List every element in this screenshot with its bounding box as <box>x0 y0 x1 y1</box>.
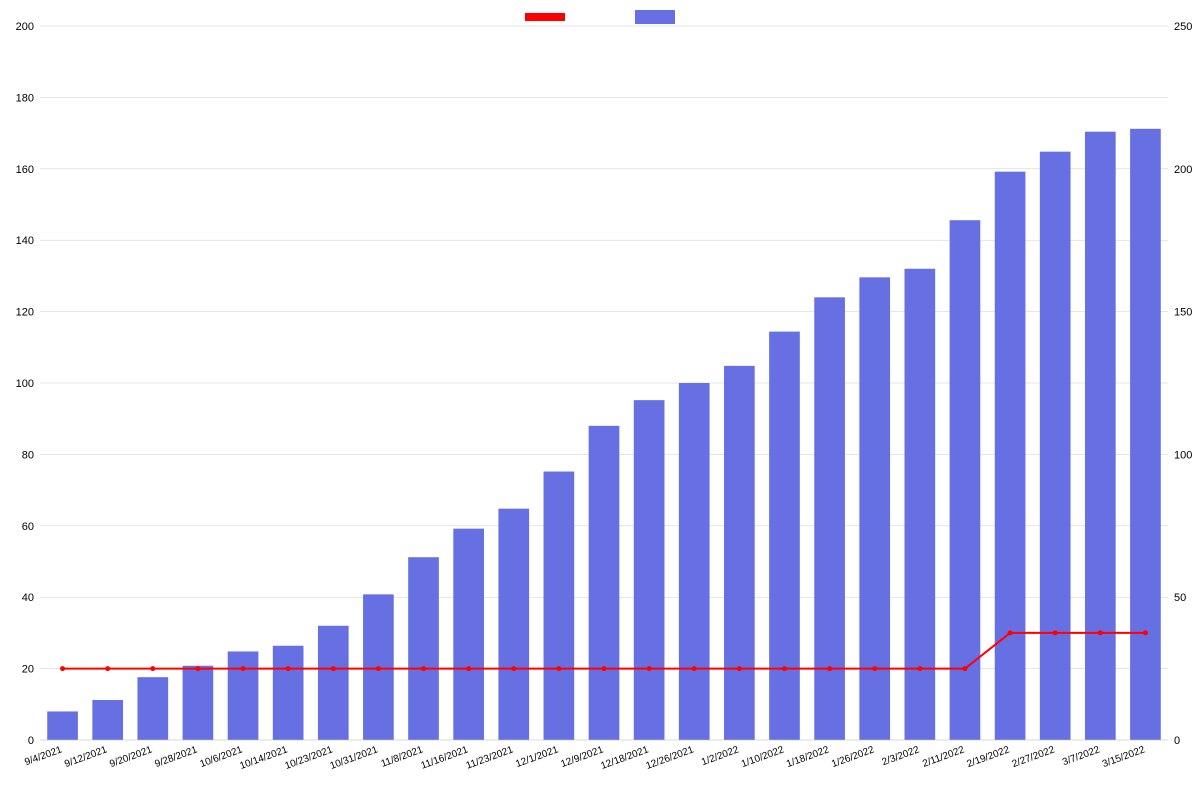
line-marker <box>150 666 155 671</box>
bar <box>453 529 484 740</box>
bar <box>498 509 529 740</box>
y-left-tick-label: 120 <box>16 307 34 319</box>
bar <box>273 646 304 740</box>
line-marker <box>241 666 246 671</box>
bar <box>318 626 349 740</box>
line-marker <box>1098 630 1103 635</box>
x-tick-label: 10/23/2021 <box>284 744 335 772</box>
line-marker <box>1143 630 1148 635</box>
y-left-tick-label: 180 <box>16 92 34 104</box>
y-left-tick-label: 80 <box>22 449 34 461</box>
bar <box>408 557 439 740</box>
bar <box>544 472 575 740</box>
x-tick-label: 10/6/2021 <box>198 744 244 770</box>
x-tick-label: 12/1/2021 <box>514 744 560 770</box>
y-right-tick-label: 250 <box>1174 21 1192 33</box>
line-marker <box>962 666 967 671</box>
line-marker <box>466 666 471 671</box>
x-tick-label: 2/11/2022 <box>921 744 966 769</box>
x-tick-label: 1/26/2022 <box>830 744 876 770</box>
y-left-tick-label: 0 <box>28 735 34 747</box>
bar <box>1085 132 1116 740</box>
line-marker <box>60 666 65 671</box>
y-right-tick-label: 100 <box>1174 449 1192 461</box>
x-tick-label: 1/10/2022 <box>740 744 786 770</box>
line-marker <box>692 666 697 671</box>
x-tick-label: 3/7/2022 <box>1061 744 1102 768</box>
y-left-tick-label: 200 <box>16 21 34 33</box>
line-marker <box>286 666 291 671</box>
y-right-tick-label: 0 <box>1174 735 1180 747</box>
bar <box>814 297 845 740</box>
bar <box>950 220 981 740</box>
x-tick-label: 9/4/2021 <box>23 744 64 768</box>
y-right-tick-label: 150 <box>1174 307 1192 319</box>
bar <box>228 651 259 740</box>
line-marker <box>602 666 607 671</box>
bar <box>724 366 755 740</box>
legend-swatch-bar <box>635 10 675 24</box>
line-marker <box>511 666 516 671</box>
x-tick-label: 10/14/2021 <box>238 744 289 772</box>
x-tick-label: 12/18/2021 <box>599 744 650 772</box>
line-marker <box>782 666 787 671</box>
x-tick-label: 11/16/2021 <box>420 744 471 771</box>
y-right-tick-label: 200 <box>1174 164 1192 176</box>
y-left-tick-label: 20 <box>22 664 34 676</box>
legend-swatch-line <box>525 13 565 21</box>
y-left-tick-label: 40 <box>22 592 34 604</box>
line-marker <box>421 666 426 671</box>
line-marker <box>105 666 110 671</box>
bar <box>589 426 620 740</box>
x-tick-label: 1/2/2022 <box>700 744 741 768</box>
bar <box>1040 152 1071 740</box>
x-tick-label: 2/27/2022 <box>1011 744 1057 770</box>
line-marker <box>195 666 200 671</box>
line-marker <box>556 666 561 671</box>
bar <box>679 383 710 740</box>
bar <box>634 400 665 740</box>
line-marker <box>872 666 877 671</box>
bar <box>137 677 168 740</box>
line-marker <box>1053 630 1058 635</box>
bar <box>183 666 214 740</box>
y-left-tick-label: 60 <box>22 521 34 533</box>
y-left-tick-label: 160 <box>16 164 34 176</box>
line-marker <box>331 666 336 671</box>
x-tick-label: 2/3/2022 <box>881 744 922 768</box>
x-tick-label: 12/26/2021 <box>644 744 695 772</box>
y-left-tick-label: 140 <box>16 235 34 247</box>
bar <box>92 700 123 740</box>
bar <box>995 172 1026 740</box>
x-tick-label: 9/20/2021 <box>108 744 154 770</box>
bar <box>47 711 78 740</box>
line-marker <box>917 666 922 671</box>
x-tick-label: 10/31/2021 <box>329 744 380 772</box>
x-tick-label: 3/15/2022 <box>1101 744 1147 770</box>
line-marker <box>647 666 652 671</box>
line-marker <box>1008 630 1013 635</box>
x-tick-label: 9/12/2021 <box>63 744 109 770</box>
line-marker <box>376 666 381 671</box>
x-tick-label: 11/8/2021 <box>380 744 425 769</box>
line-marker <box>737 666 742 671</box>
x-tick-label: 9/28/2021 <box>153 744 199 770</box>
x-tick-label: 2/19/2022 <box>966 744 1012 770</box>
bar <box>1130 129 1161 740</box>
line-marker <box>827 666 832 671</box>
y-left-tick-label: 100 <box>16 378 34 390</box>
x-tick-label: 1/18/2022 <box>785 744 831 770</box>
bar <box>769 332 800 740</box>
combo-chart: 0 20 40 60 80 100 120 140 160 180 200 0 50 100 150 200 2… <box>0 0 1200 800</box>
x-tick-label: 12/9/2021 <box>559 744 605 770</box>
y-right-tick-label: 50 <box>1174 592 1186 604</box>
x-tick-label: 11/23/2021 <box>465 744 516 771</box>
